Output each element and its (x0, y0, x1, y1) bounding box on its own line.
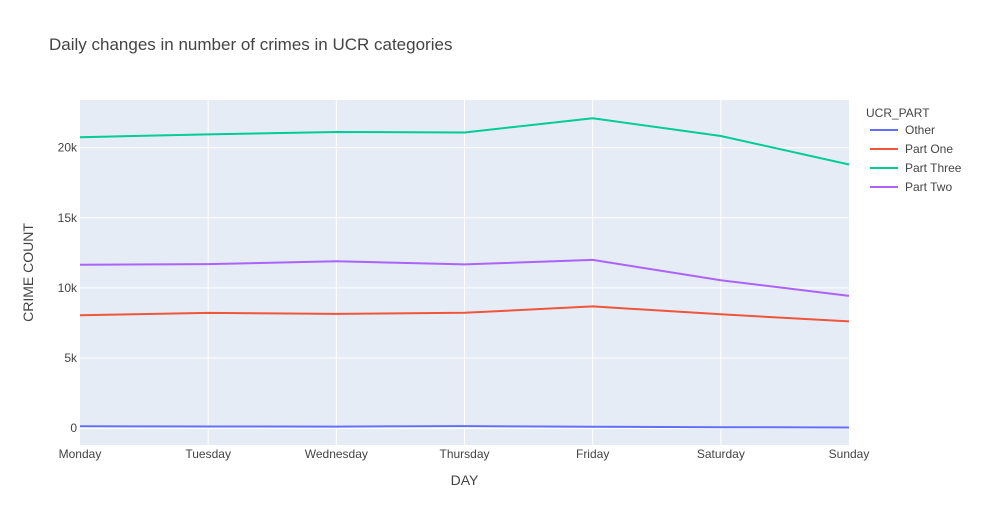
x-tick-label: Saturday (697, 447, 745, 461)
legend-item-part-one[interactable]: Part One (870, 142, 953, 156)
legend-items: Other Part One Part Three Part Two (870, 123, 962, 194)
y-tick-label: 15k (58, 211, 78, 225)
y-tick-label: 20k (58, 141, 78, 155)
legend-label: Part Two (905, 180, 952, 194)
legend-item-part-three[interactable]: Part Three (870, 161, 962, 175)
legend: UCR_PART Other Part One Part Three Part Two (866, 106, 962, 194)
y-tick-label: 5k (64, 351, 78, 365)
series-line-part-three (79, 117, 850, 166)
x-tick-label: Sunday (829, 447, 870, 461)
x-axis-title: DAY (451, 472, 479, 488)
x-tick-label: Monday (59, 447, 102, 461)
legend-item-other[interactable]: Other (870, 123, 935, 137)
legend-label: Part Three (905, 161, 962, 175)
legend-label: Part One (905, 142, 953, 156)
series-lines (79, 117, 850, 429)
legend-item-part-two[interactable]: Part Two (870, 180, 952, 194)
series-line-other (79, 425, 850, 429)
x-tick-label: Thursday (439, 447, 489, 461)
y-axis-title: CRIME COUNT (20, 223, 36, 322)
x-tick-labels: Monday Tuesday Wednesday Thursday Friday Satu… (59, 447, 870, 461)
y-tick-labels: 0 5k 10k 15k 20k (58, 141, 78, 435)
y-tick-label: 0 (70, 421, 77, 435)
series-line-part-two (79, 258, 850, 297)
legend-title: UCR_PART (866, 106, 930, 120)
chart-title: Daily changes in number of crimes in UCR… (49, 35, 452, 54)
legend-label: Other (905, 123, 935, 137)
y-tick-label: 10k (58, 281, 78, 295)
x-tick-label: Wednesday (305, 447, 368, 461)
series-line-part-one (79, 305, 850, 323)
x-tick-label: Friday (576, 447, 609, 461)
x-tick-label: Tuesday (185, 447, 231, 461)
